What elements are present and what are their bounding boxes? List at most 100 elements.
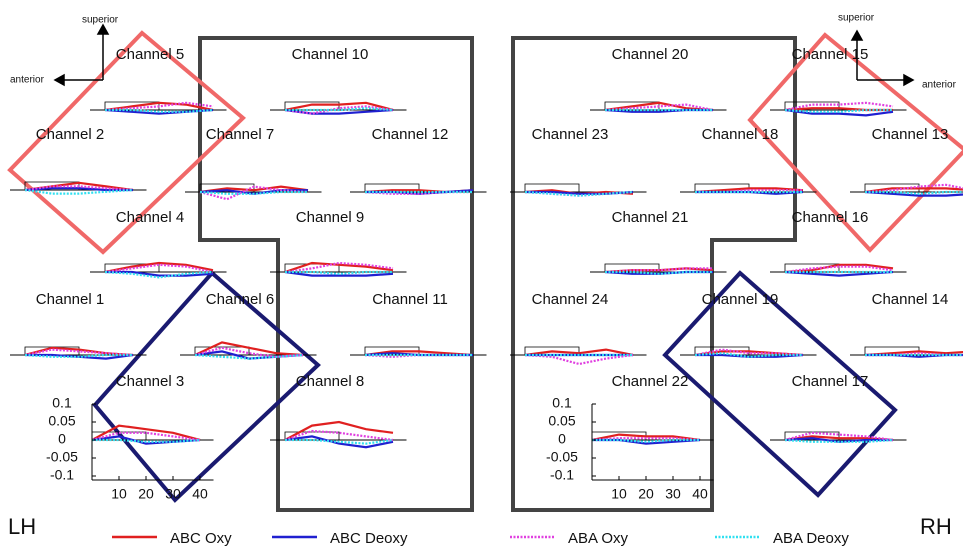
- series-line: [784, 263, 894, 274]
- channel-label: Channel 23: [532, 126, 609, 143]
- series-line: [784, 108, 893, 113]
- series-line: [524, 190, 634, 197]
- series-line: [105, 108, 214, 113]
- series-line: [285, 438, 394, 445]
- series-line: [784, 108, 894, 117]
- series-line: [199, 190, 308, 195]
- channel-label: Channel 1: [36, 291, 104, 308]
- series-line: [194, 346, 304, 358]
- series-line: [604, 101, 714, 112]
- channel-label: Channel 13: [872, 126, 949, 143]
- channel-label: Channel 2: [36, 126, 104, 143]
- series-line: [284, 429, 394, 442]
- series-line: [199, 185, 309, 201]
- stimulus-box: [364, 183, 420, 192]
- x-tick-label: 10: [611, 486, 627, 502]
- orientation-label: superior: [838, 13, 875, 24]
- series-line: [865, 190, 963, 195]
- channel-label: Channel 10: [292, 46, 369, 63]
- series-line: [194, 341, 304, 357]
- series-line: [24, 346, 134, 357]
- series-line: [694, 348, 804, 357]
- series-line: [604, 267, 713, 274]
- channel-label: Channel 9: [296, 209, 364, 226]
- y-tick-label: -0.1: [50, 467, 74, 483]
- series-line: [104, 101, 214, 112]
- stimulus-box: [194, 346, 250, 355]
- series-line: [605, 270, 713, 275]
- series-line: [284, 101, 394, 112]
- channel-label: Channel 18: [702, 126, 779, 143]
- series-line: [864, 187, 963, 194]
- x-tick-label: 30: [665, 486, 681, 502]
- stimulus-box: [784, 101, 840, 110]
- series-line: [784, 101, 894, 112]
- arrow-head: [53, 73, 65, 87]
- series-line: [364, 190, 473, 195]
- series-line: [784, 265, 894, 274]
- series-line: [784, 431, 894, 442]
- orientation-label: superior: [82, 15, 119, 26]
- series-line: [104, 101, 214, 112]
- series-line: [784, 107, 893, 112]
- legend-label: ABC Oxy: [170, 530, 232, 546]
- channel-label: Channel 22: [612, 373, 689, 390]
- series-line: [284, 420, 394, 441]
- series-line: [864, 190, 963, 197]
- series-line: [694, 350, 804, 357]
- channel-label: Channel 16: [792, 209, 869, 226]
- series-line: [91, 431, 201, 442]
- hemisphere-label: RH: [920, 514, 952, 539]
- series-line: [592, 438, 700, 443]
- series-line: [92, 438, 201, 443]
- series-line: [284, 105, 394, 115]
- series-line: [24, 353, 133, 358]
- stimulus-box: [604, 263, 660, 272]
- stimulus-box: [784, 263, 840, 272]
- y-tick-label: 0.05: [548, 413, 575, 429]
- series-line: [284, 261, 394, 274]
- series-line: [784, 270, 894, 277]
- x-tick-label: 20: [138, 486, 154, 502]
- series-line: [284, 270, 394, 277]
- series-line: [24, 185, 134, 192]
- series-line: [194, 353, 304, 360]
- left-region: [198, 36, 474, 512]
- arrow-head: [903, 73, 915, 87]
- stimulus-box: [104, 263, 160, 272]
- y-tick-label: -0.05: [546, 449, 578, 465]
- series-line: [285, 107, 394, 112]
- series-line: [864, 183, 963, 194]
- y-tick-label: -0.05: [46, 449, 78, 465]
- series-line: [24, 348, 134, 357]
- right-red-square: [747, 32, 963, 253]
- y-tick-label: 0: [558, 431, 566, 447]
- series-line: [591, 433, 701, 442]
- orientation-label: anterior: [922, 80, 957, 91]
- x-tick-label: 30: [165, 486, 181, 502]
- legend-label: ABC Deoxy: [330, 530, 408, 546]
- y-tick-label: 0: [58, 431, 66, 447]
- arrow-head: [96, 23, 110, 35]
- series-line: [694, 187, 804, 194]
- series-line: [24, 188, 134, 195]
- orientation-label: anterior: [10, 75, 45, 86]
- series-line: [104, 270, 214, 279]
- series-line: [864, 350, 963, 357]
- series-line: [524, 348, 634, 357]
- series-line: [91, 435, 201, 445]
- channel-label: Channel 17: [792, 373, 869, 390]
- channel-label: Channel 8: [296, 373, 364, 390]
- right-region: [511, 36, 797, 512]
- channel-label: Channel 12: [372, 126, 449, 143]
- series-line: [784, 435, 894, 442]
- stimulus-box: [524, 183, 580, 192]
- stimulus-box: [199, 183, 255, 192]
- x-tick-label: 40: [692, 486, 708, 502]
- series-line: [604, 108, 713, 113]
- series-line: [91, 424, 201, 442]
- series-line: [284, 435, 394, 449]
- series-line: [524, 353, 634, 366]
- y-tick-label: 0.05: [48, 413, 75, 429]
- left-navy-square: [92, 270, 321, 503]
